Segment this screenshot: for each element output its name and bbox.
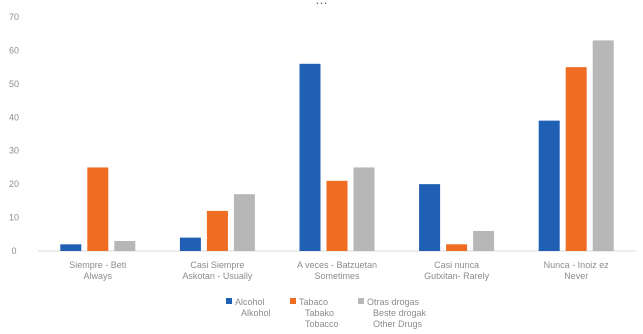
x-category-label: A veces - Batzuetan: [297, 260, 377, 270]
y-tick-label: 60: [9, 45, 19, 55]
x-category-label: Nunca - Inoiz ez: [544, 260, 610, 270]
legend-swatch: [226, 298, 232, 304]
y-tick-label: 40: [9, 112, 19, 122]
bar: [87, 167, 109, 251]
legend-label: Alcohol: [235, 297, 265, 307]
bar: [565, 67, 587, 252]
y-tick-label: 0: [11, 246, 16, 256]
legend-label: Otras drogas: [367, 297, 420, 307]
x-category-label: Always: [84, 271, 113, 281]
legend-label: Alkohol: [241, 308, 271, 318]
bar: [179, 237, 201, 251]
x-category-label: Casi nunca: [434, 260, 479, 270]
bar: [299, 63, 321, 251]
x-category-label: Siempre - Beti: [69, 260, 126, 270]
y-tick-label: 50: [9, 79, 19, 89]
legend-label: Tabako: [305, 308, 334, 318]
y-tick-label: 30: [9, 146, 19, 156]
bar: [473, 230, 495, 251]
legend-label: Beste drogak: [373, 308, 427, 318]
y-tick-label: 20: [9, 179, 19, 189]
legend-label: Tobacco: [305, 319, 339, 329]
bar: [446, 244, 468, 251]
legend-label: Tabaco: [299, 297, 328, 307]
x-category-label: Casi Siempre: [190, 260, 244, 270]
x-category-label: Never: [564, 271, 588, 281]
bar: [233, 194, 255, 251]
bar: [419, 184, 441, 251]
x-category-label: Askotan - Usually: [182, 271, 253, 281]
bar: [114, 240, 136, 251]
bar: [592, 40, 614, 252]
bar: [326, 180, 348, 251]
chart-title: …: [0, 0, 643, 7]
legend-swatch: [358, 298, 364, 304]
bar: [60, 244, 82, 251]
bar: [206, 210, 228, 251]
legend-label: Other Drugs: [373, 319, 423, 329]
legend-swatch: [290, 298, 296, 304]
y-tick-label: 70: [9, 12, 19, 22]
y-tick-label: 10: [9, 213, 19, 223]
x-category-label: Sometimes: [314, 271, 360, 281]
bar: [353, 167, 375, 251]
x-category-label: Gutxitan- Rarely: [424, 271, 490, 281]
bar: [538, 120, 560, 251]
